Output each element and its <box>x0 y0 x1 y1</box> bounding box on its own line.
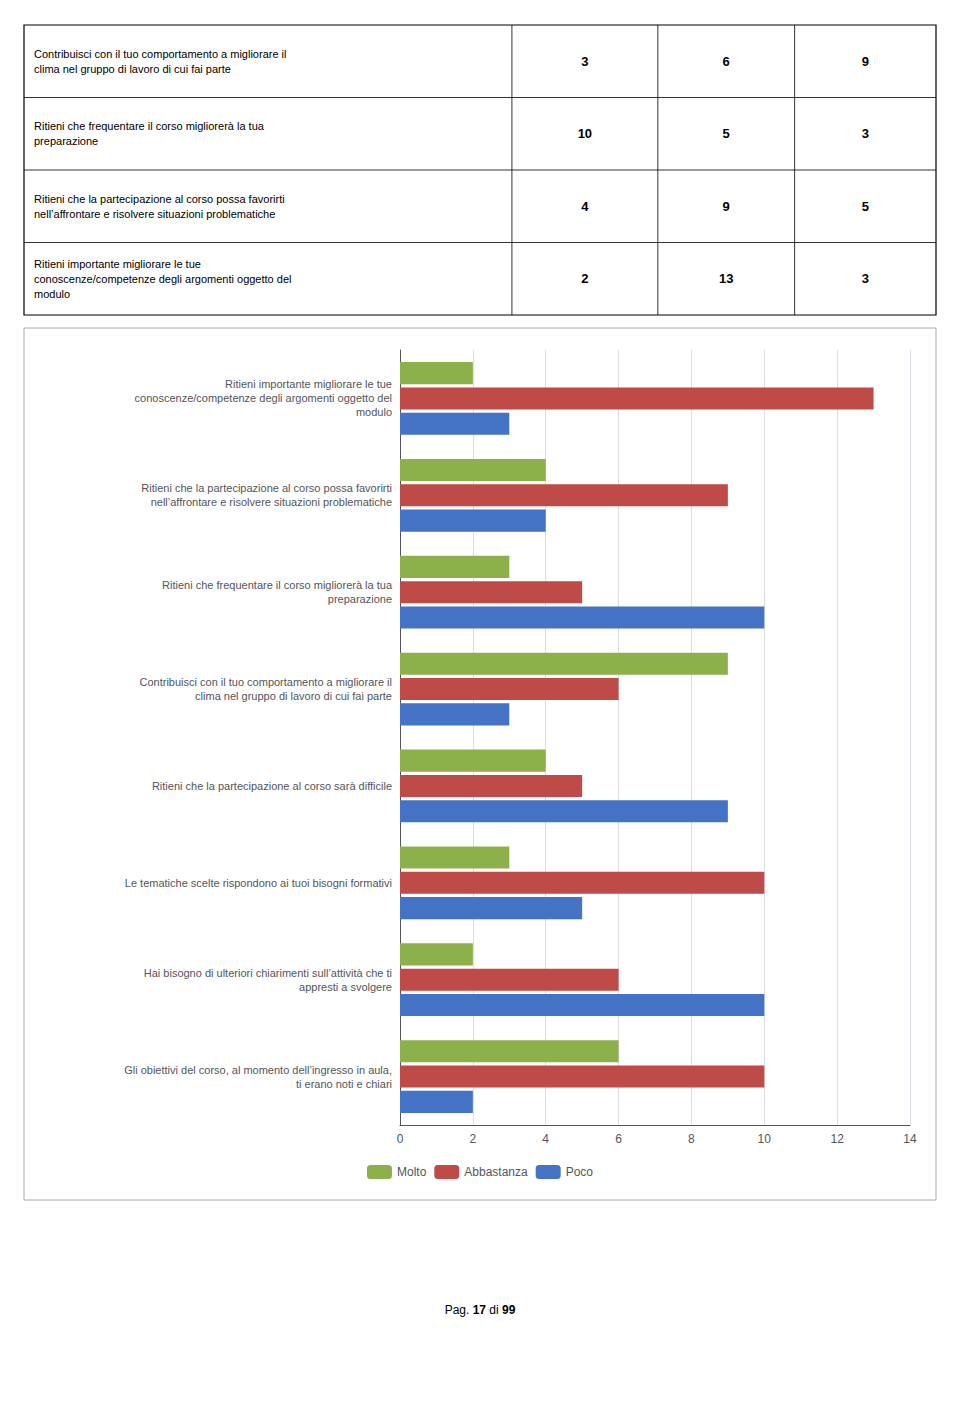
svg-text:17: 17 <box>473 1303 487 1317</box>
svg-text:Contribuisci con il tuo compor: Contribuisci con il tuo comportamento a … <box>140 676 393 688</box>
svg-text:2: 2 <box>470 1132 477 1146</box>
svg-text:modulo: modulo <box>34 288 70 300</box>
svg-text:Pag.: Pag. <box>445 1303 473 1317</box>
svg-text:9: 9 <box>723 199 730 214</box>
svg-text:ti erano noti e chiari: ti erano noti e chiari <box>296 1078 392 1090</box>
svg-text:6: 6 <box>723 54 730 69</box>
svg-text:nell’affrontare e risolvere si: nell’affrontare e risolvere situazioni p… <box>151 496 392 508</box>
svg-text:Poco: Poco <box>566 1165 594 1179</box>
svg-text:99: 99 <box>502 1303 516 1317</box>
svg-text:clima nel gruppo di lavoro di: clima nel gruppo di lavoro di cui fai pa… <box>34 63 231 75</box>
svg-text:0: 0 <box>397 1132 404 1146</box>
svg-text:Ritieni che la partecipazione: Ritieni che la partecipazione al corso s… <box>152 780 392 792</box>
svg-text:10: 10 <box>578 126 592 141</box>
svg-text:4: 4 <box>581 199 589 214</box>
svg-text:conoscenze/competenze degli ar: conoscenze/competenze degli argomenti og… <box>34 273 291 285</box>
svg-text:6: 6 <box>615 1132 622 1146</box>
svg-text:3: 3 <box>862 271 869 286</box>
svg-text:Ritieni che frequentare il cor: Ritieni che frequentare il corso miglior… <box>162 579 393 591</box>
svg-text:di: di <box>486 1303 502 1317</box>
svg-text:Hai bisogno di ulteriori chiar: Hai bisogno di ulteriori chiarimenti sul… <box>144 967 392 979</box>
svg-text:conoscenze/competenze degli ar: conoscenze/competenze degli argomenti og… <box>135 392 392 404</box>
svg-text:Abbastanza: Abbastanza <box>464 1165 528 1179</box>
svg-text:13: 13 <box>719 271 733 286</box>
svg-text:Ritieni che la partecipazione: Ritieni che la partecipazione al corso p… <box>34 193 285 205</box>
svg-text:clima nel gruppo di lavoro di: clima nel gruppo di lavoro di cui fai pa… <box>195 690 392 702</box>
svg-text:2: 2 <box>581 271 588 286</box>
svg-text:modulo: modulo <box>356 406 392 418</box>
svg-text:preparazione: preparazione <box>328 593 392 605</box>
svg-text:Ritieni che frequentare il cor: Ritieni che frequentare il corso miglior… <box>34 120 265 132</box>
svg-text:Ritieni che la partecipazione: Ritieni che la partecipazione al corso p… <box>141 482 392 494</box>
svg-text:12: 12 <box>830 1132 844 1146</box>
svg-text:4: 4 <box>542 1132 549 1146</box>
svg-text:5: 5 <box>723 126 730 141</box>
svg-text:appresti a svolgere: appresti a svolgere <box>299 981 392 993</box>
svg-text:3: 3 <box>862 126 869 141</box>
svg-text:14: 14 <box>903 1132 917 1146</box>
svg-text:Ritieni importante migliorare: Ritieni importante migliorare le tue <box>225 378 392 390</box>
svg-text:10: 10 <box>758 1132 772 1146</box>
svg-text:Molto: Molto <box>397 1165 427 1179</box>
svg-text:Contribuisci con il tuo compor: Contribuisci con il tuo comportamento a … <box>34 48 287 60</box>
svg-text:3: 3 <box>581 54 588 69</box>
svg-text:Gli obiettivi del corso, al mo: Gli obiettivi del corso, al momento dell… <box>124 1064 392 1076</box>
svg-text:5: 5 <box>862 199 869 214</box>
svg-text:nell’affrontare e risolvere si: nell’affrontare e risolvere situazioni p… <box>34 208 275 220</box>
svg-text:Ritieni importante migliorare: Ritieni importante migliorare le tue <box>34 258 201 270</box>
svg-text:Le tematiche scelte rispondono: Le tematiche scelte rispondono ai tuoi b… <box>125 877 392 889</box>
svg-text:8: 8 <box>688 1132 695 1146</box>
svg-text:preparazione: preparazione <box>34 135 98 147</box>
svg-text:9: 9 <box>862 54 869 69</box>
